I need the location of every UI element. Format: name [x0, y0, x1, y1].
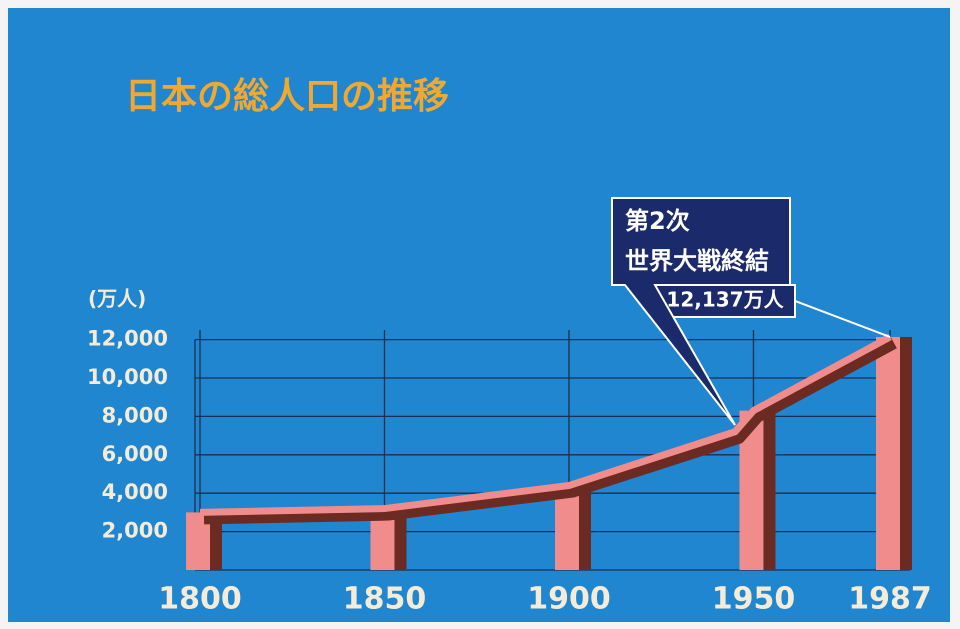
y-tick-label: 8,000	[102, 403, 168, 427]
y-tick-label: 12,000	[87, 327, 168, 351]
y-unit: (万人)	[88, 287, 146, 311]
pillar	[554, 485, 579, 570]
annotation-line: 第2次	[625, 207, 690, 235]
x-tick-label: 1950	[712, 582, 796, 617]
y-tick-label: 4,000	[102, 480, 168, 504]
line-shadow	[203, 337, 897, 525]
annotation-line: 世界大戦終結	[625, 247, 769, 275]
annotation: 第2次 世界大戦終結	[611, 197, 791, 426]
value-label: 12,137万人	[654, 283, 891, 338]
value-label-box	[654, 283, 796, 318]
y-tick-label: 2,000	[102, 519, 168, 543]
y-tick-label: 6,000	[102, 442, 168, 466]
x-tick-label: 1800	[158, 582, 242, 617]
annotation-box	[611, 197, 791, 426]
y-tick-label: 10,000	[87, 365, 168, 389]
value-label-pointer	[794, 300, 891, 338]
x-tick-label: 1987	[848, 582, 932, 617]
value-label-text: 12,137万人	[666, 287, 784, 311]
x-tick-label: 1850	[343, 582, 427, 617]
line	[199, 333, 892, 516]
x-tick-label: 1900	[527, 582, 611, 617]
chart-title: 日本の総人口の推移	[125, 76, 449, 117]
pillar	[876, 336, 900, 570]
